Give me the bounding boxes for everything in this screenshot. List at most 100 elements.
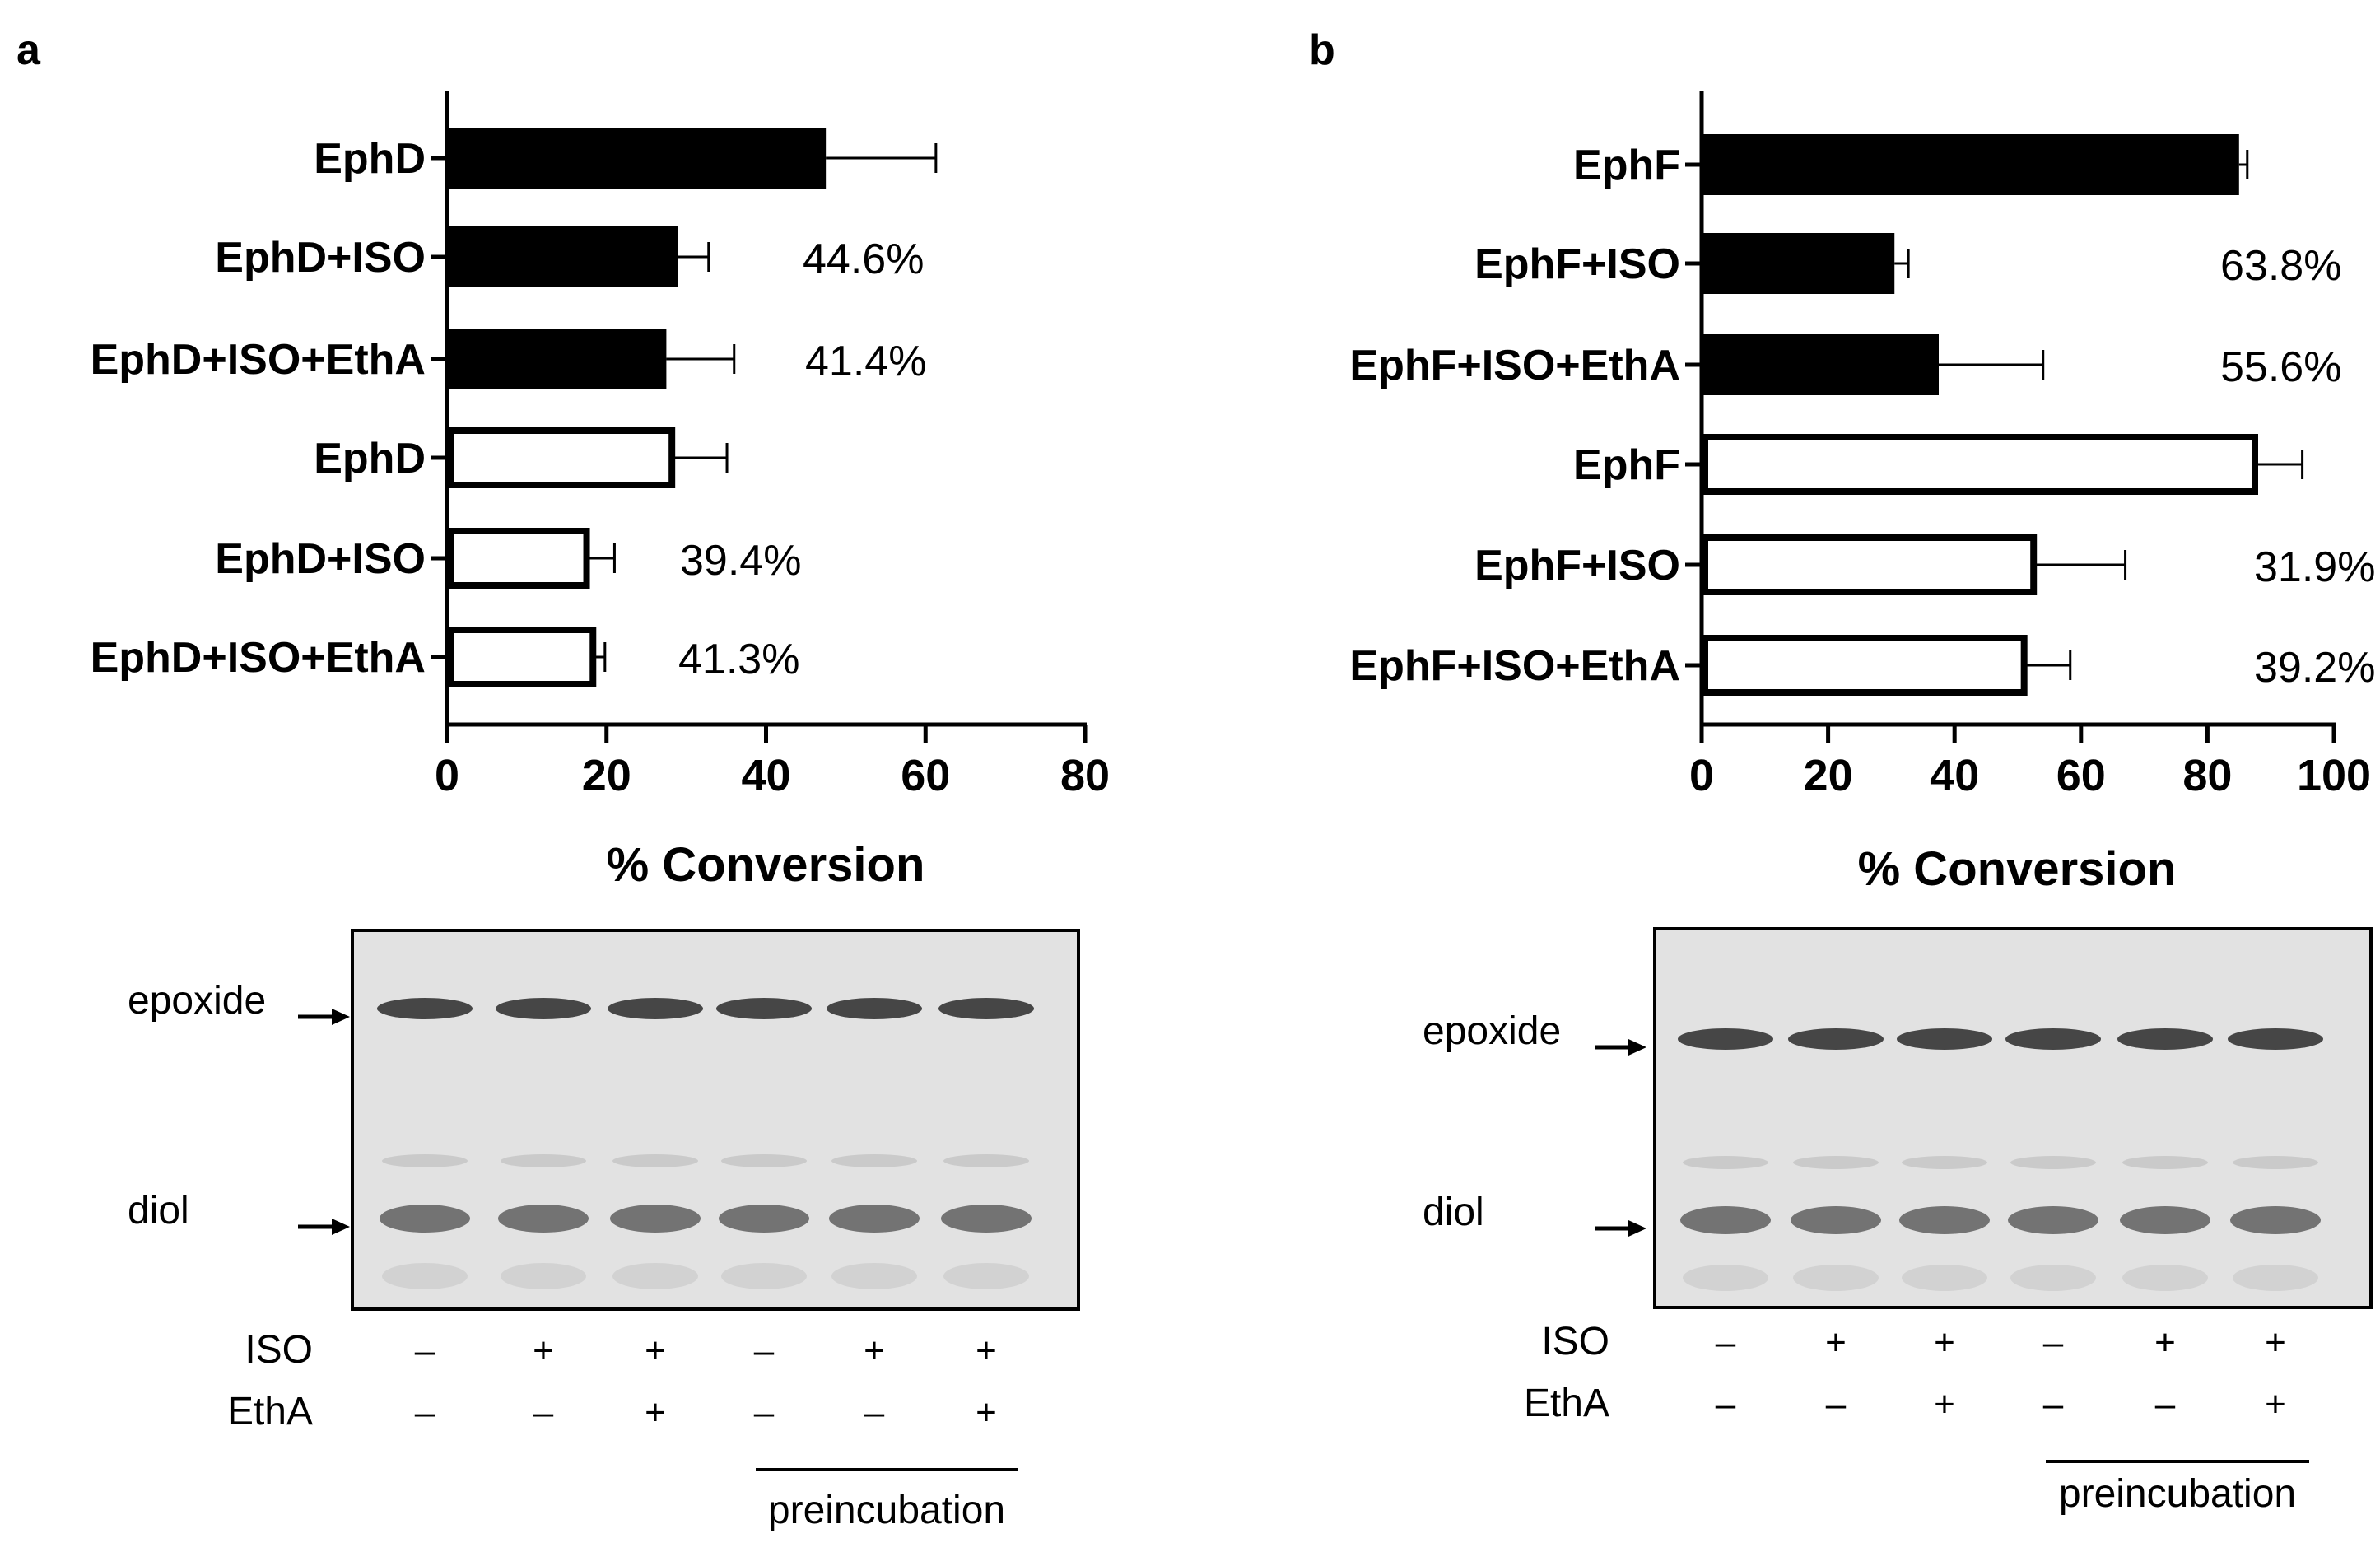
band-label: epoxide xyxy=(128,979,266,1023)
faint-band xyxy=(612,1154,698,1167)
epoxide-band xyxy=(496,998,591,1019)
condition-symbol: + xyxy=(2265,1384,2286,1424)
x-tick-label: 20 xyxy=(582,751,631,800)
condition-symbol: + xyxy=(976,1331,997,1371)
diol-band xyxy=(380,1205,470,1233)
condition-row-label: EthA xyxy=(1524,1382,1609,1425)
arrow-head-icon xyxy=(332,1009,350,1025)
bar xyxy=(447,627,597,687)
condition-symbol: – xyxy=(2043,1322,2064,1363)
x-tick-label: 60 xyxy=(2056,751,2106,800)
condition-symbol: + xyxy=(864,1331,885,1371)
epoxide-band xyxy=(2228,1028,2323,1050)
x-tick-label: 40 xyxy=(1930,751,1979,800)
percent-annotation: 41.4% xyxy=(805,338,926,385)
diol-band xyxy=(2230,1206,2321,1234)
faint-band xyxy=(2233,1156,2318,1169)
faint-band xyxy=(721,1154,807,1167)
epoxide-band xyxy=(377,998,473,1019)
condition-row-label: ISO xyxy=(1541,1320,1609,1363)
diol-band xyxy=(1791,1206,1881,1234)
faint-band xyxy=(2010,1156,2096,1169)
x-tick-label: 20 xyxy=(1804,751,1853,800)
epoxide-band xyxy=(2117,1028,2213,1050)
diol-band xyxy=(2120,1206,2210,1234)
condition-symbol: – xyxy=(864,1392,885,1433)
condition-row-label: ISO xyxy=(245,1328,313,1372)
percent-annotation: 39.4% xyxy=(680,537,801,585)
panel-label: a xyxy=(16,26,41,74)
condition-symbol: + xyxy=(1825,1322,1847,1363)
percent-annotation: 44.6% xyxy=(803,235,924,283)
category-label: EphD+ISO xyxy=(215,535,426,583)
condition-symbol: + xyxy=(2154,1322,2176,1363)
faint-band xyxy=(721,1263,807,1289)
faint-band xyxy=(1902,1156,1987,1169)
condition-symbol: + xyxy=(1934,1384,1955,1424)
band-label: epoxide xyxy=(1423,1009,1561,1053)
arrow-head-icon xyxy=(1628,1039,1646,1056)
preincubation-label: preincubation xyxy=(768,1489,1005,1532)
condition-symbol: + xyxy=(645,1392,666,1433)
bar xyxy=(447,427,676,488)
bar xyxy=(447,528,590,589)
epoxide-band xyxy=(2005,1028,2101,1050)
condition-symbol: + xyxy=(976,1392,997,1433)
epoxide-band xyxy=(1788,1028,1884,1050)
condition-symbol: – xyxy=(2043,1384,2064,1424)
epoxide-band xyxy=(1897,1028,1992,1050)
percent-annotation: 55.6% xyxy=(2220,343,2341,391)
diol-band xyxy=(2008,1206,2098,1234)
category-label: EphD xyxy=(314,435,426,482)
condition-symbol: – xyxy=(2155,1384,2176,1424)
faint-band xyxy=(1683,1156,1768,1169)
faint-band xyxy=(943,1263,1029,1289)
faint-band xyxy=(1902,1265,1987,1291)
preincubation-label: preincubation xyxy=(2059,1472,2296,1516)
faint-band xyxy=(382,1154,468,1167)
faint-band xyxy=(2122,1265,2208,1291)
condition-symbol: – xyxy=(754,1392,775,1433)
bar xyxy=(1702,534,2038,595)
bar xyxy=(1702,334,1939,395)
category-label: EphF+ISO xyxy=(1474,542,1680,590)
faint-band xyxy=(1793,1156,1879,1169)
diol-band xyxy=(498,1205,589,1233)
faint-band xyxy=(1683,1265,1768,1291)
arrow-head-icon xyxy=(332,1219,350,1235)
category-label: EphD+ISO+EthA xyxy=(91,634,426,682)
epoxide-band xyxy=(938,998,1034,1019)
panel-label: b xyxy=(1309,26,1335,74)
category-label: EphD+ISO+EthA xyxy=(91,336,426,384)
category-label: EphF xyxy=(1573,441,1680,489)
diol-band xyxy=(1899,1206,1990,1234)
percent-annotation: 63.8% xyxy=(2220,242,2341,290)
condition-symbol: + xyxy=(1934,1322,1955,1363)
gel-image xyxy=(351,929,1080,1311)
x-axis-label: % Conversion xyxy=(1858,842,2177,896)
bar xyxy=(447,329,667,389)
faint-band xyxy=(501,1263,586,1289)
bar xyxy=(1702,233,1895,294)
condition-symbol: + xyxy=(533,1331,554,1371)
arrow-head-icon xyxy=(1628,1220,1646,1237)
band-label: diol xyxy=(128,1189,189,1233)
condition-symbol: + xyxy=(2265,1322,2286,1363)
gel-frame xyxy=(351,929,1080,1311)
x-tick-label: 0 xyxy=(435,751,459,800)
bar xyxy=(447,226,678,287)
condition-symbol: – xyxy=(415,1392,435,1433)
category-label: EphF+ISO xyxy=(1474,240,1680,288)
category-label: EphF xyxy=(1573,142,1680,189)
epoxide-band xyxy=(608,998,703,1019)
x-tick-label: 40 xyxy=(741,751,790,800)
category-label: EphF+ISO+EthA xyxy=(1349,642,1680,690)
faint-band xyxy=(943,1154,1029,1167)
x-tick-label: 80 xyxy=(2182,751,2232,800)
faint-band xyxy=(2010,1265,2096,1291)
condition-symbol: – xyxy=(533,1392,554,1433)
x-tick-label: 0 xyxy=(1689,751,1714,800)
